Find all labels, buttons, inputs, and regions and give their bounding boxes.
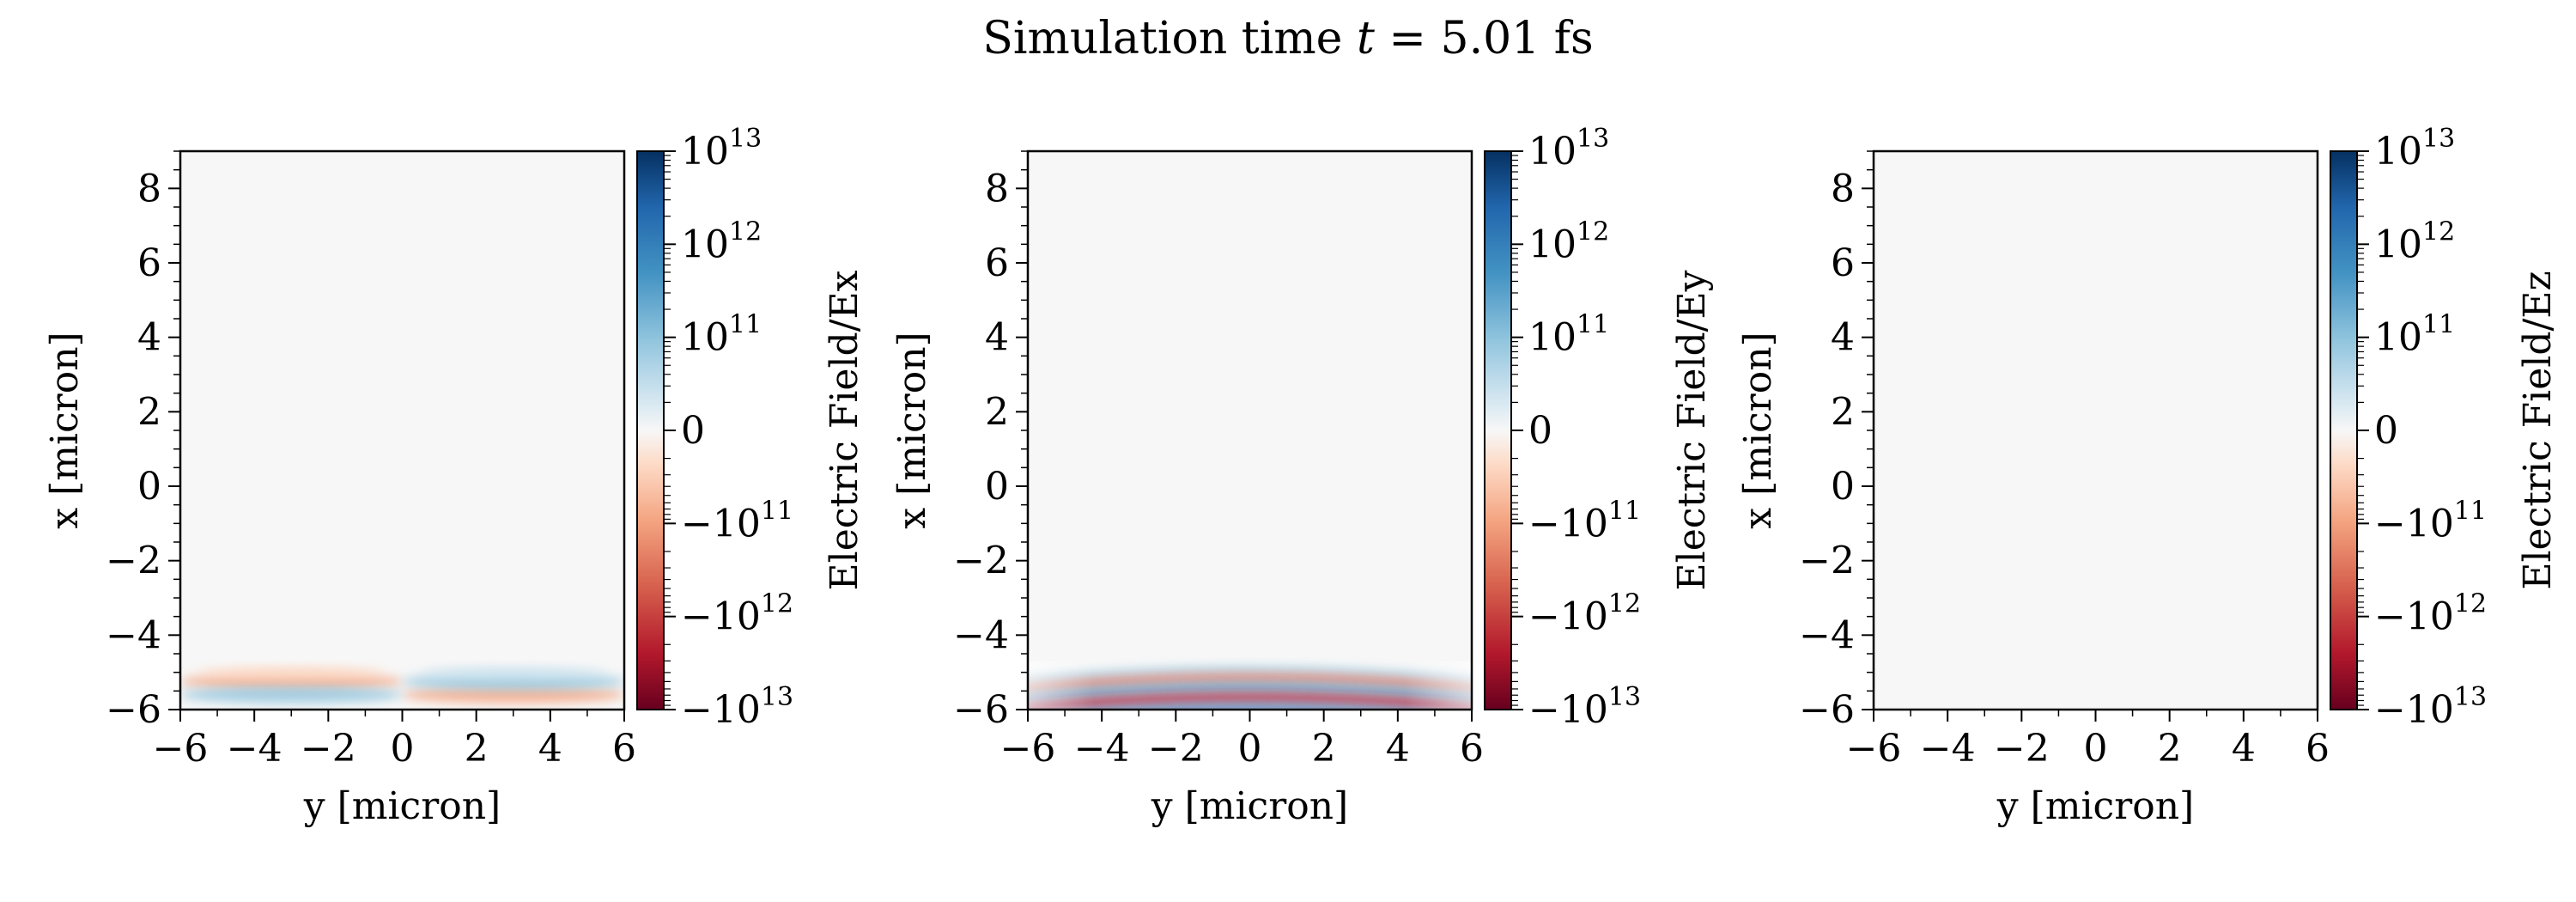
colorbar-tick-label: −1011 — [681, 496, 793, 545]
x-tick-label: −4 — [227, 727, 283, 771]
y-tick-label: 8 — [1831, 167, 1855, 210]
y-tick-label: 8 — [137, 167, 161, 210]
fringe-edge-fade — [1028, 661, 1472, 710]
colorbar-tick-label: 1012 — [681, 216, 762, 266]
colorbar-tick-label: −1013 — [681, 682, 793, 732]
x-tick-label: −2 — [1148, 727, 1204, 771]
x-tick-label: 4 — [538, 727, 562, 771]
colorbar-tick-label: −1011 — [2374, 496, 2487, 545]
colorbar-label: Electric Field/Ez — [2516, 271, 2560, 589]
colorbar-tick-label: 1013 — [1528, 124, 1609, 174]
panel-ex: −6 −4 −2 0 2 4 6 −6 −4 −2 0 2 4 6 8 y [micron] x [micron… — [43, 124, 866, 828]
colorbar-tick-label: 1013 — [681, 124, 762, 174]
x-tick-label: 4 — [1386, 727, 1410, 771]
y-tick-label: 4 — [1831, 316, 1855, 360]
y-tick-label: −2 — [1799, 539, 1855, 583]
x-tick-label: 6 — [1460, 727, 1484, 771]
y-tick-label: −6 — [953, 688, 1009, 732]
field-pattern — [1028, 661, 1472, 710]
x-tick-label: 0 — [2084, 727, 2108, 771]
field-lobe — [418, 666, 608, 679]
x-tick-label: 4 — [2232, 727, 2256, 771]
colorbar-tick-label: 0 — [1528, 409, 1552, 453]
y-tick-label: −6 — [106, 688, 161, 732]
field-lobe — [197, 666, 386, 679]
y-axis-label: x [micron] — [43, 332, 87, 528]
x-tick-label: −4 — [1920, 727, 1976, 771]
x-tick-label: 6 — [2306, 727, 2330, 771]
colorbar-tick-label: −1012 — [2374, 589, 2487, 639]
x-tick-label: −6 — [1000, 727, 1056, 771]
y-tick-label: 2 — [1831, 390, 1855, 434]
x-tick-label: 6 — [612, 727, 636, 771]
colorbar-tick-label: 1012 — [2374, 216, 2455, 266]
panel-ey: −6 −4 −2 0 2 4 6 −6 −4 −2 0 2 4 6 8 y [micron] x [micron… — [890, 124, 1714, 828]
colorbar: 1013 1012 1011 0 −1011 −1012 −1013 Electric Fie… — [636, 124, 866, 732]
colorbar-tick-label: −1011 — [1528, 496, 1641, 545]
colorbar: 1013 1012 1011 0 −1011 −1012 −1013 Electric Fie… — [1484, 124, 1714, 732]
colorbar-tick-label: −1013 — [2374, 682, 2487, 732]
colorbar: 1013 1012 1011 0 −1011 −1012 −1013 Electric Fie… — [2330, 124, 2560, 732]
colorbar-tick-label: 0 — [681, 409, 705, 453]
colorbar-tick-label: 1011 — [681, 310, 762, 360]
panel-ez: −6 −4 −2 0 2 4 6 −6 −4 −2 0 2 4 6 8 y [micron] x [micron… — [1736, 124, 2560, 828]
colorbar-tick-label: −1012 — [1528, 589, 1641, 639]
field-lobe — [401, 686, 624, 704]
y-tick-label: 0 — [1831, 465, 1855, 509]
heatmap-background — [1028, 151, 1472, 710]
colorbar-tick-label: 1011 — [2374, 310, 2455, 360]
field-pattern — [180, 666, 624, 704]
y-tick-label: −2 — [106, 539, 161, 583]
x-tick-label: −2 — [1994, 727, 2050, 771]
x-tick-label: 0 — [391, 727, 415, 771]
y-tick-label: 2 — [137, 390, 161, 434]
y-tick-label: 8 — [985, 167, 1009, 210]
y-tick-label: −2 — [953, 539, 1009, 583]
colorbar-tick-label: 1013 — [2374, 124, 2455, 174]
colorbar-tick-label: 0 — [2374, 409, 2398, 453]
colorbar-tick-label: 1011 — [1528, 310, 1609, 360]
x-axis-label: y [micron] — [1151, 784, 1348, 828]
x-axis-label: y [micron] — [1996, 784, 2194, 828]
heatmap-background — [1874, 151, 2318, 710]
y-tick-label: −6 — [1799, 688, 1855, 732]
colorbar-label: Electric Field/Ey — [1670, 270, 1714, 590]
x-tick-label: 2 — [2158, 727, 2182, 771]
y-tick-label: 4 — [137, 316, 161, 360]
x-axis-label: y [micron] — [303, 784, 501, 828]
colorbar-tick-label: −1012 — [681, 589, 793, 639]
colorbar-tick-label: −1013 — [1528, 682, 1641, 732]
x-tick-label: 2 — [465, 727, 489, 771]
x-tick-label: −6 — [153, 727, 209, 771]
y-tick-label: 2 — [985, 390, 1009, 434]
y-tick-label: 0 — [137, 465, 161, 509]
x-tick-label: −6 — [1846, 727, 1902, 771]
y-tick-label: 6 — [985, 241, 1009, 285]
y-tick-label: −4 — [953, 613, 1009, 657]
heatmap-background — [180, 151, 624, 710]
x-tick-label: 2 — [1312, 727, 1336, 771]
y-tick-label: 4 — [985, 316, 1009, 360]
y-axis-label: x [micron] — [1736, 332, 1780, 528]
figure-title: Simulation time t = 5.01 fs — [982, 13, 1593, 64]
colorbar-gradient — [2330, 151, 2357, 710]
x-tick-label: −4 — [1074, 727, 1130, 771]
x-tick-label: 0 — [1238, 727, 1262, 771]
colorbar-label: Electric Field/Ex — [823, 270, 866, 590]
field-lobe — [401, 673, 624, 691]
y-tick-label: −4 — [1799, 613, 1855, 657]
y-tick-label: 6 — [1831, 241, 1855, 285]
colorbar-gradient — [1485, 151, 1511, 710]
field-lobe — [180, 673, 404, 691]
colorbar-gradient — [637, 151, 664, 710]
colorbar-tick-label: 1012 — [1528, 216, 1609, 266]
field-lobe — [180, 686, 404, 704]
y-tick-label: −4 — [106, 613, 161, 657]
y-axis-label: x [micron] — [890, 332, 934, 528]
y-tick-label: 6 — [137, 241, 161, 285]
x-tick-label: −2 — [301, 727, 356, 771]
y-tick-label: 0 — [985, 465, 1009, 509]
